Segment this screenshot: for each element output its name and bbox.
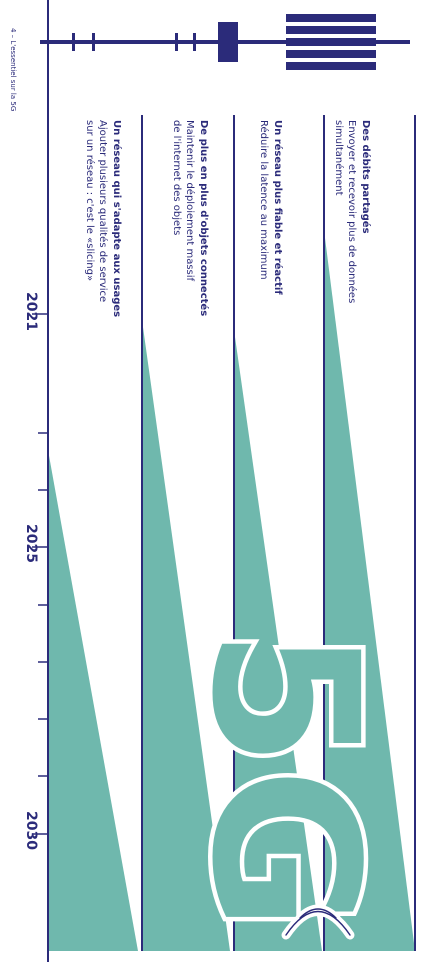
timeline-year-2025: 2025 [23,524,39,563]
wedge-fiable [234,330,322,951]
feature-title-objets: De plus en plus d'objets connectés [198,120,209,317]
feature-desc-debits-line1: Envoyer et recevoir plus de données [346,120,357,304]
timeline-year-2030: 2030 [23,811,39,850]
feature-desc-usages-line1: Ajouter plusieurs qualités de service [97,120,108,303]
feature-desc-objets-line1: Maintenir le déploiement massif [184,120,195,282]
feature-desc-objets-line2: de l'internet des objets [171,120,182,236]
wedge-usages [48,450,138,951]
top-banner-graphic [40,14,410,70]
feature-desc-fiable-line1: Réduire la latence au maximum [258,120,269,280]
5g-logo-text: 5G [167,628,400,931]
page-footer: 4 – L'essentiel sur la 5G [9,28,17,112]
feature-title-debits: Des débits partagés [360,120,371,234]
5g-logo: 5G [163,624,405,940]
feature-desc-debits-line2: simultanément [333,120,344,196]
wedge-objets [142,320,230,951]
timeline-ticks [32,313,48,835]
feature-title-fiable: Un réseau plus fiable et réactif [272,120,283,295]
wedge-debits [324,230,415,951]
feature-title-usages: Un réseau qui s'adapte aux usages [111,120,122,318]
feature-desc-usages-line2: sur un réseau : c'est le «slicing» [84,120,95,282]
timeline-year-2021: 2021 [23,292,39,331]
